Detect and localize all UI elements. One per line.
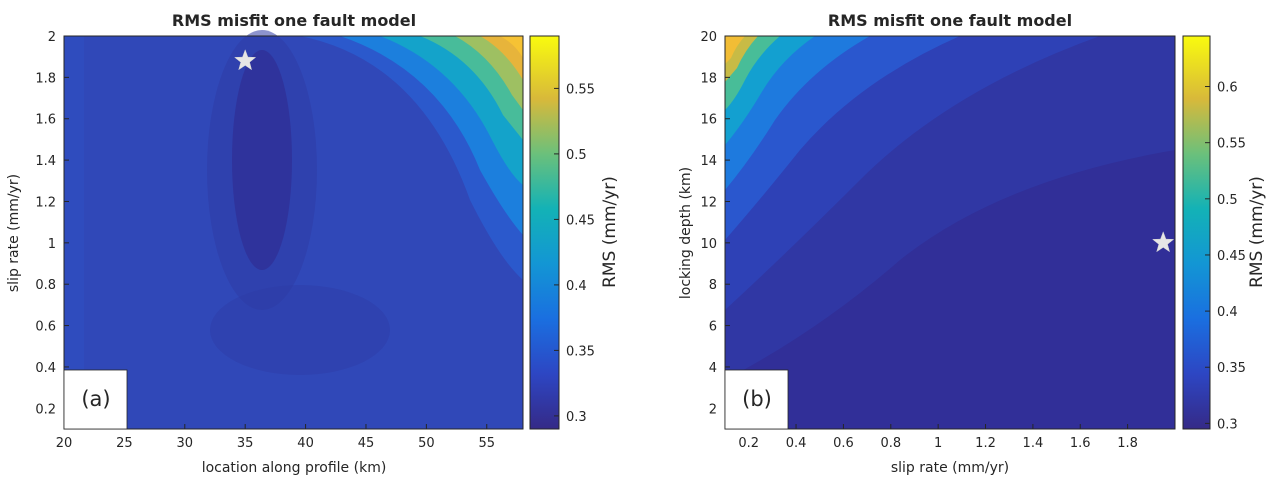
panel-a-colorbar-ticks: 0.3 0.35 0.4 0.45 0.5 0.55 xyxy=(554,82,595,425)
panel-b-y-tick-label: 18 xyxy=(700,71,717,86)
panel-a-colorbar-label: RMS (mm/yr) xyxy=(600,176,620,288)
panel-b-x-ticks: 0.2 0.4 0.6 0.8 1 1.2 1.4 1.6 1.8 xyxy=(738,424,1138,451)
panel-b-y-tick-label: 10 xyxy=(700,237,717,252)
panel-a-x-tick-label: 20 xyxy=(56,436,73,451)
panel-b-colorbar-tick-label: 0.6 xyxy=(1217,81,1238,96)
panel-a: RMS misfit one fault model 20 25 30 35 40 45 5… xyxy=(6,11,620,476)
panel-b-heatmap xyxy=(725,36,1175,429)
panel-b: RMS misfit one fault model 0.2 0.4 0.6 0.8 1… xyxy=(678,11,1267,476)
panel-a-x-tick-label: 55 xyxy=(478,436,495,451)
panel-a-best-fit-star-icon xyxy=(234,49,257,71)
panel-a-heatmap xyxy=(64,30,523,429)
panel-a-colorbar-tick-label: 0.4 xyxy=(566,279,587,294)
panel-a-y-ticks: 0.2 0.4 0.6 0.8 1 1.2 1.4 1.6 1.8 2 xyxy=(35,30,69,417)
panel-b-x-tick-label: 1.6 xyxy=(1070,436,1091,451)
panel-b-x-tick-label: 1 xyxy=(934,436,942,451)
panel-a-x-tick-label: 25 xyxy=(116,436,133,451)
panel-a-y-tick-label: 0.8 xyxy=(35,278,56,293)
panel-a-x-tick-label: 30 xyxy=(177,436,194,451)
panel-b-y-tick-label: 6 xyxy=(709,320,717,335)
panel-b-y-tick-label: 14 xyxy=(700,154,717,169)
panel-b-colorbar-ticks: 0.3 0.35 0.4 0.45 0.5 0.55 0.6 xyxy=(1205,81,1246,432)
panel-b-best-fit-star-icon xyxy=(1152,231,1175,253)
panel-a-x-label: location along profile (km) xyxy=(202,460,387,476)
panel-b-y-tick-label: 4 xyxy=(709,361,717,376)
panel-b-colorbar-tick-label: 0.4 xyxy=(1217,305,1238,320)
panel-b-y-tick-label: 8 xyxy=(709,278,717,293)
panel-a-y-tick-label: 1.2 xyxy=(35,195,56,210)
panel-a-y-tick-label: 1.4 xyxy=(35,154,56,169)
panel-a-y-tick-label: 0.6 xyxy=(35,320,56,335)
panel-b-x-tick-label: 0.2 xyxy=(738,436,759,451)
panel-b-x-tick-label: 1.2 xyxy=(975,436,996,451)
panel-a-colorbar-tick-label: 0.45 xyxy=(566,213,595,228)
panel-b-colorbar-tick-label: 0.45 xyxy=(1217,249,1246,264)
panel-a-axes-box xyxy=(63,35,524,430)
panel-b-x-label: slip rate (mm/yr) xyxy=(891,460,1009,476)
panel-a-x-tick-label: 35 xyxy=(237,436,254,451)
panel-b-colorbar: 0.3 0.35 0.4 0.45 0.5 0.55 0.6 RMS (mm/yr) xyxy=(1182,35,1267,432)
panel-a-y-tick-label: 2 xyxy=(48,30,56,45)
panel-b-axes-box xyxy=(724,35,1176,430)
panel-b-y-ticks: 2 4 6 8 10 12 14 16 18 20 xyxy=(700,30,730,417)
panel-a-tag-box: (a) xyxy=(63,369,128,430)
panel-a-y-tick-label: 1 xyxy=(48,237,56,252)
panel-b-y-tick-label: 20 xyxy=(700,30,717,45)
panel-b-colorbar-tick-label: 0.3 xyxy=(1217,417,1238,432)
panel-b-y-label: locking depth (km) xyxy=(678,167,694,299)
panel-b-x-tick-label: 0.6 xyxy=(833,436,854,451)
panel-b-x-tick-label: 0.4 xyxy=(786,436,807,451)
panel-a-title: RMS misfit one fault model xyxy=(172,11,416,30)
panel-a-colorbar-tick-label: 0.5 xyxy=(566,148,587,163)
panel-a-y-tick-label: 1.8 xyxy=(35,71,56,86)
panel-a-colorbar-tick-label: 0.55 xyxy=(566,82,595,97)
panel-a-colorbar-tick-label: 0.35 xyxy=(566,344,595,359)
panel-b-x-tick-label: 1.4 xyxy=(1023,436,1044,451)
panel-a-y-tick-label: 0.4 xyxy=(35,361,56,376)
panel-a-x-ticks: 20 25 30 35 40 45 50 55 xyxy=(56,424,495,451)
panel-a-y-tick-label: 0.2 xyxy=(35,402,56,417)
panel-b-colorbar-tick-label: 0.5 xyxy=(1217,193,1238,208)
panel-a-colorbar-tick-label: 0.3 xyxy=(566,410,587,425)
panel-b-colorbar-label: RMS (mm/yr) xyxy=(1247,176,1267,288)
panel-a-colorbar: 0.3 0.35 0.4 0.45 0.5 0.55 RMS (mm/yr) xyxy=(529,35,620,430)
panel-a-tag: (a) xyxy=(81,387,110,411)
panel-a-x-tick-label: 45 xyxy=(358,436,375,451)
panel-b-y-tick-label: 16 xyxy=(700,113,717,128)
panel-b-tag: (b) xyxy=(742,387,772,411)
panel-a-x-tick-label: 40 xyxy=(297,436,314,451)
panel-b-x-tick-label: 1.8 xyxy=(1117,436,1138,451)
panel-b-colorbar-tick-label: 0.35 xyxy=(1217,361,1246,376)
panel-b-y-tick-label: 2 xyxy=(709,402,717,417)
panel-a-y-tick-label: 1.6 xyxy=(35,113,56,128)
panel-b-title: RMS misfit one fault model xyxy=(828,11,1072,30)
panel-a-y-label: slip rate (mm/yr) xyxy=(6,174,22,292)
panel-b-y-tick-label: 12 xyxy=(700,195,717,210)
panel-b-tag-box: (b) xyxy=(724,369,789,430)
panel-b-colorbar-tick-label: 0.55 xyxy=(1217,137,1246,152)
panel-b-x-tick-label: 0.8 xyxy=(880,436,901,451)
panel-a-x-tick-label: 50 xyxy=(418,436,435,451)
